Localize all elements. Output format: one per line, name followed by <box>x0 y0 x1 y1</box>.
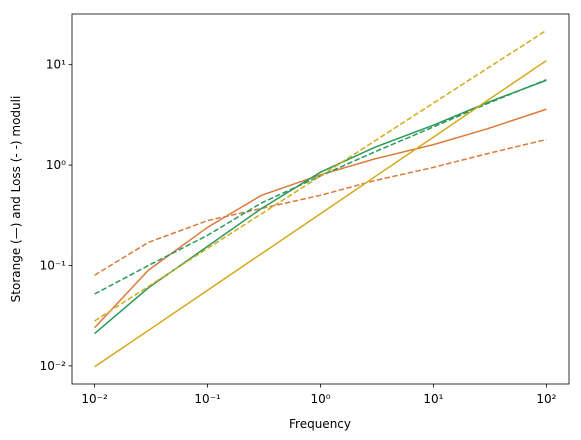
line <box>94 59 547 368</box>
x-axis-label: Frequency <box>289 417 351 431</box>
y-tick-label: 10¹ <box>46 58 66 72</box>
x-tick-label: 10¹ <box>423 392 443 406</box>
x-tick-label: 10⁻² <box>81 392 108 406</box>
x-tick-label: 10⁻¹ <box>194 392 221 406</box>
line <box>94 138 547 276</box>
line <box>94 29 547 322</box>
x-tick-label: 10⁰ <box>310 392 330 406</box>
line <box>94 78 547 295</box>
line <box>94 79 547 335</box>
line <box>94 108 547 329</box>
plot-frame <box>71 13 570 385</box>
y-tick-label: 10⁻¹ <box>40 258 67 272</box>
y-tick-label: 10⁻² <box>40 359 67 373</box>
y-tick-label: 10⁰ <box>46 158 66 172</box>
y-axis-label: Storange (—) and Loss (- -) moduli <box>9 96 23 303</box>
x-tick-label: 10² <box>536 392 556 406</box>
